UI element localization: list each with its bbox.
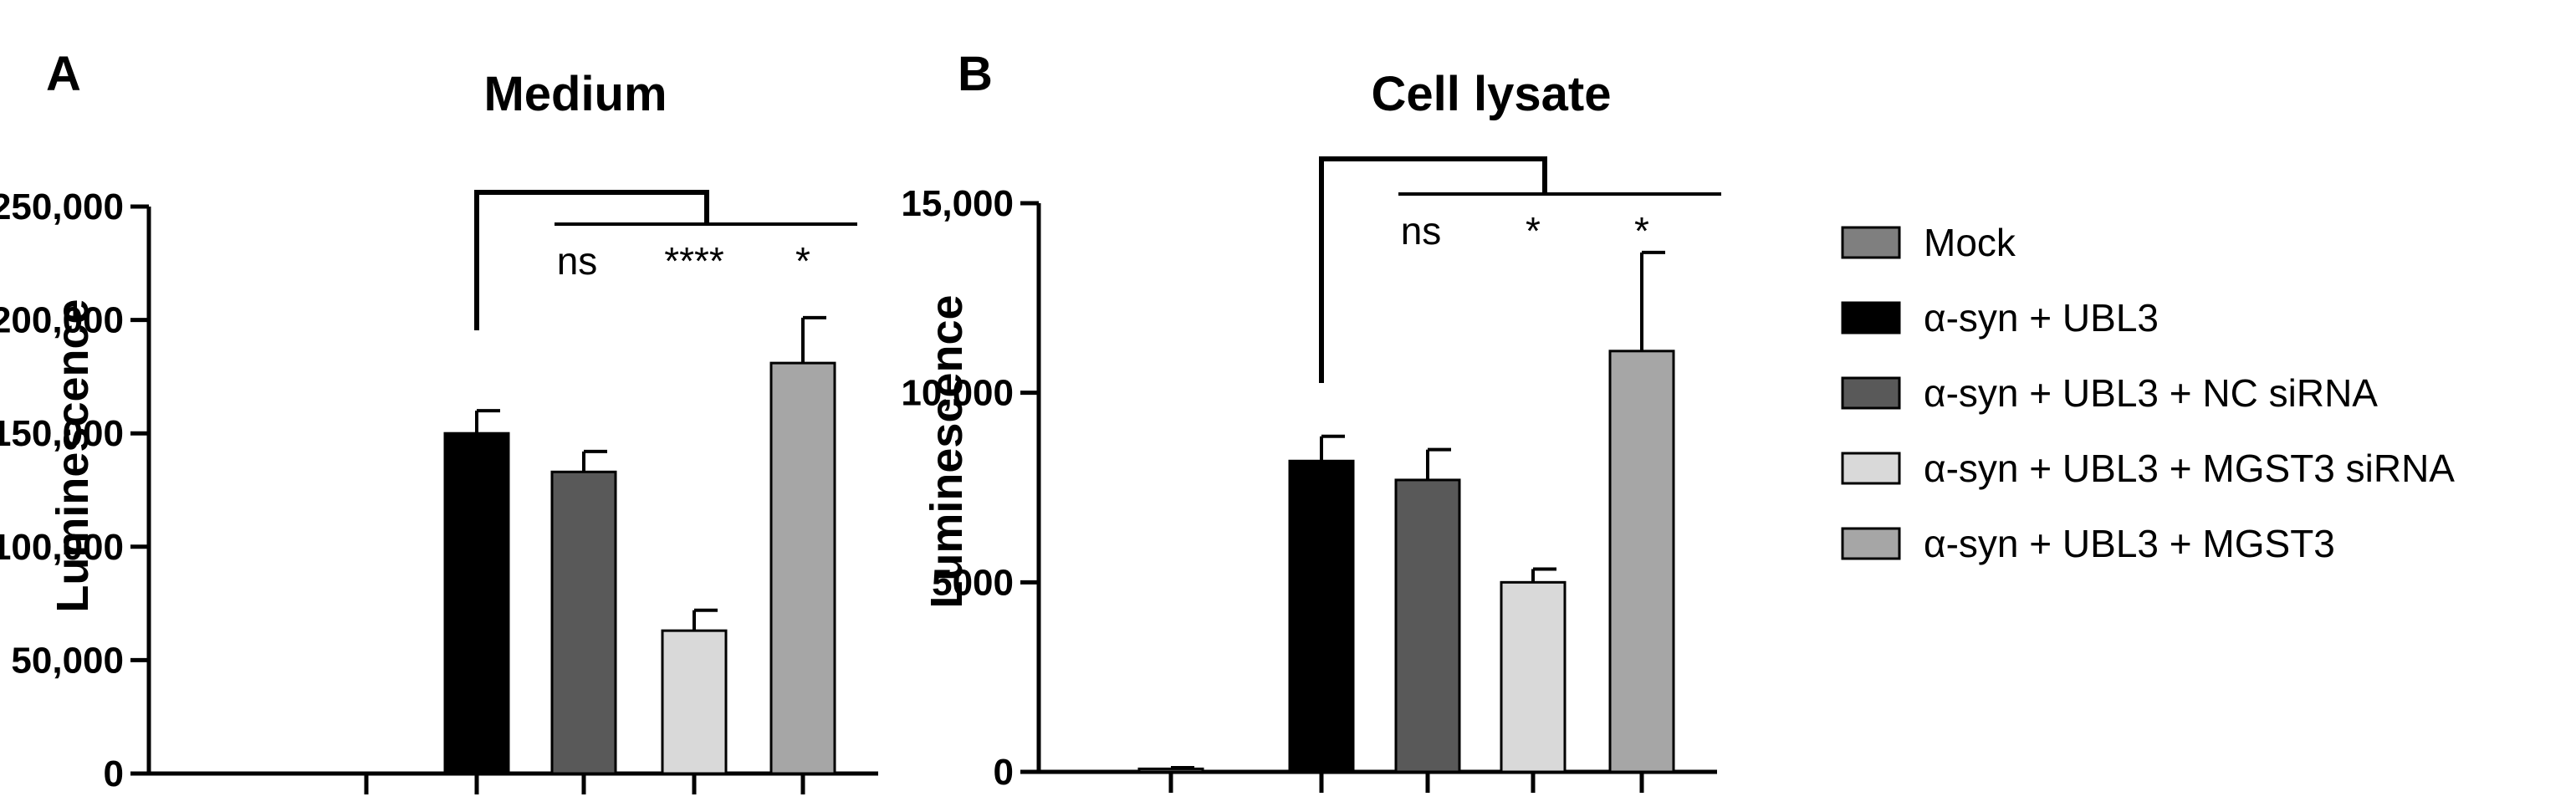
legend-label: α-syn + UBL3 + NC siRNA xyxy=(1924,371,2378,415)
y-tick-label: 150,000 xyxy=(0,413,124,454)
legend-swatch-syn-ubl3-nc-sirna xyxy=(1841,376,1901,410)
y-tick-label: 200,000 xyxy=(0,300,124,341)
bar-syn-ubl3-nc-sirna xyxy=(550,470,617,775)
bar-syn-ubl3-mgst3 xyxy=(769,361,836,775)
legend-swatch-syn-ubl3 xyxy=(1841,301,1901,335)
significance-label: * xyxy=(1634,209,1649,253)
y-tick-label: 100,000 xyxy=(0,527,124,568)
panel-a: A Medium Luminescence 0 50,000 100,000 150,… xyxy=(0,47,878,794)
bar-syn-ubl3 xyxy=(443,432,510,775)
bar-syn-ubl3-mgst3-sirna xyxy=(661,629,728,775)
bar-syn-ubl3-mgst3 xyxy=(1608,350,1675,774)
legend-label: α-syn + UBL3 + MGST3 xyxy=(1924,522,2335,565)
y-axis-label-b: Luminescence xyxy=(922,294,972,608)
legend-swatch-syn-ubl3-mgst3-sirna xyxy=(1841,452,1901,485)
bar-syn-ubl3-mgst3-sirna xyxy=(1500,580,1567,774)
comparison-bracket xyxy=(474,190,709,330)
legend-label: α-syn + UBL3 + MGST3 siRNA xyxy=(1924,447,2455,490)
y-tick-label: 10,000 xyxy=(901,373,1014,414)
legend-swatch-mock xyxy=(1841,226,1901,259)
significance-label: ns xyxy=(1401,209,1442,253)
bar-syn-ubl3 xyxy=(1288,459,1355,774)
legend-label: Mock xyxy=(1924,221,2016,264)
legend: Mock α-syn + UBL3 α-syn + UBL3 + NC siRNA α… xyxy=(1841,221,2455,565)
panel-letter-a: A xyxy=(46,47,81,101)
y-axis-label-a: Luminescence xyxy=(48,299,98,612)
significance-label: * xyxy=(1526,209,1541,253)
y-tick-label: 15,000 xyxy=(901,183,1014,224)
significance-label: * xyxy=(795,239,810,283)
chart-title-cell-lysate: Cell lysate xyxy=(1372,67,1612,121)
y-tick-label: 5000 xyxy=(932,562,1014,603)
plot-area-b: 0 5000 10,000 15,000 ns * * xyxy=(901,156,1721,793)
bar-syn-ubl3-nc-sirna xyxy=(1394,478,1461,774)
legend-swatch-syn-ubl3-mgst3 xyxy=(1841,527,1901,560)
significance-label: **** xyxy=(664,239,724,283)
y-tick-label: 250,000 xyxy=(0,186,124,227)
significance-label: ns xyxy=(557,239,598,283)
legend-label: α-syn + UBL3 xyxy=(1924,296,2159,340)
comparison-bracket xyxy=(1319,156,1547,383)
y-tick-label: 0 xyxy=(994,752,1014,793)
y-tick-label: 0 xyxy=(104,753,124,794)
y-tick-label: 50,000 xyxy=(11,640,124,681)
chart-title-medium: Medium xyxy=(483,67,667,121)
panel-b: B Cell lysate Luminescence 0 5000 10,000 15… xyxy=(901,47,1721,793)
panel-letter-b: B xyxy=(958,47,993,101)
